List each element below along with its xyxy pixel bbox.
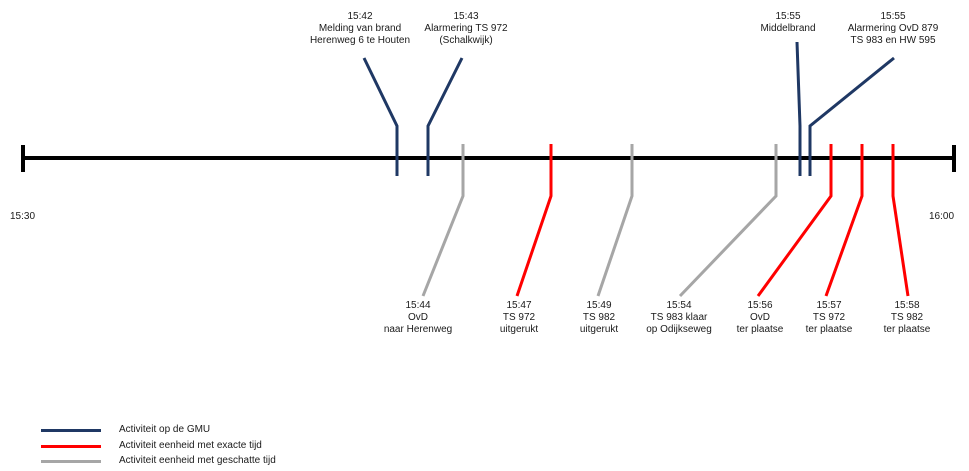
event-description: TS 982 bbox=[582, 312, 616, 323]
event-description: Herenweg 6 te Houten bbox=[309, 35, 411, 46]
event-description: ter plaatse bbox=[883, 324, 931, 335]
event-description: ter plaatse bbox=[805, 324, 853, 335]
event-description: TS 983 klaar bbox=[650, 312, 708, 323]
event-label-ovd-ter-plaatse: 15:56 OvD ter plaatse bbox=[737, 300, 784, 336]
event-label-ts972-ter-plaatse: 15:57 TS 972 ter plaatse bbox=[806, 300, 853, 336]
event-label-melding: 15:42 Melding van brand Herenweg 6 te Hout… bbox=[310, 11, 410, 47]
event-connector-ovd-naar-herenweg bbox=[421, 144, 465, 297]
legend-swatch bbox=[41, 460, 101, 463]
event-connector-ovd-ter-plaatse bbox=[756, 144, 833, 297]
event-label-alarmering-ts972: 15:43 Alarmering TS 972 (Schalkwijk) bbox=[424, 11, 507, 47]
event-time: 15:49 bbox=[586, 300, 612, 311]
event-time: 15:55 bbox=[775, 11, 801, 22]
event-time: 15:56 bbox=[747, 300, 773, 311]
event-description: Alarmering OvD 879 bbox=[847, 23, 939, 34]
event-description: Alarmering TS 972 bbox=[424, 23, 508, 34]
legend-label: Activiteit eenheid met geschatte tijd bbox=[119, 455, 276, 466]
event-connector-alarmering-ovd879 bbox=[808, 56, 895, 176]
event-description: (Schalkwijk) bbox=[439, 35, 493, 46]
event-connector-ts982-uitgerukt bbox=[596, 144, 634, 297]
event-description: naar Herenweg bbox=[383, 324, 453, 335]
event-time: 15:44 bbox=[405, 300, 431, 311]
event-label-ts972-uitgerukt: 15:47 TS 972 uitgerukt bbox=[500, 300, 538, 336]
event-connector-ts972-ter-plaatse bbox=[824, 144, 864, 297]
event-label-alarmering-ovd879: 15:55 Alarmering OvD 879 TS 983 en HW 595 bbox=[848, 11, 939, 47]
event-label-ts983-klaar: 15:54 TS 983 klaar op Odijkseweg bbox=[646, 300, 712, 336]
event-connector-alarmering-ts972 bbox=[426, 57, 464, 176]
event-time: 15:57 bbox=[816, 300, 842, 311]
legend-swatch bbox=[41, 445, 101, 448]
event-time: 15:42 bbox=[347, 11, 373, 22]
event-description: TS 982 bbox=[890, 312, 924, 323]
event-description: uitgerukt bbox=[499, 324, 539, 335]
event-connector-ts972-uitgerukt bbox=[515, 144, 553, 297]
legend-label: Activiteit eenheid met exacte tijd bbox=[119, 440, 262, 451]
event-description: Middelbrand bbox=[760, 23, 816, 34]
event-description: Melding van brand bbox=[318, 23, 402, 34]
event-description: TS 972 bbox=[812, 312, 846, 323]
event-description: OvD bbox=[749, 312, 770, 323]
event-label-ts982-ter-plaatse: 15:58 TS 982 ter plaatse bbox=[884, 300, 931, 336]
timeline-end-label: 16:00 bbox=[929, 211, 955, 222]
event-description: OvD bbox=[408, 312, 428, 323]
event-description: ter plaatse bbox=[736, 324, 784, 335]
event-time: 15:43 bbox=[453, 11, 479, 22]
event-time: 15:58 bbox=[894, 300, 920, 311]
event-connector-ts982-ter-plaatse bbox=[891, 144, 910, 297]
event-description: op Odijkseweg bbox=[646, 324, 712, 335]
legend-label: Activiteit op de GMU bbox=[119, 424, 211, 435]
event-time: 15:54 bbox=[666, 300, 692, 311]
timeline-start-label: 15:30 bbox=[10, 211, 36, 222]
legend-swatch bbox=[41, 429, 101, 432]
event-time: 15:47 bbox=[506, 300, 532, 311]
event-connector-ts983-klaar bbox=[678, 144, 778, 298]
event-connector-melding bbox=[362, 57, 399, 176]
event-label-ovd-naar-herenweg: 15:44 OvD naar Herenweg bbox=[384, 300, 452, 336]
event-label-ts982-uitgerukt: 15:49 TS 982 uitgerukt bbox=[580, 300, 618, 336]
event-description: TS 972 bbox=[502, 312, 536, 323]
event-description: uitgerukt bbox=[579, 324, 619, 335]
event-label-middelbrand: 15:55 Middelbrand bbox=[760, 11, 815, 35]
event-connector-middelbrand bbox=[795, 41, 802, 176]
event-time: 15:55 bbox=[880, 11, 906, 22]
event-description: TS 983 en HW 595 bbox=[850, 35, 936, 46]
